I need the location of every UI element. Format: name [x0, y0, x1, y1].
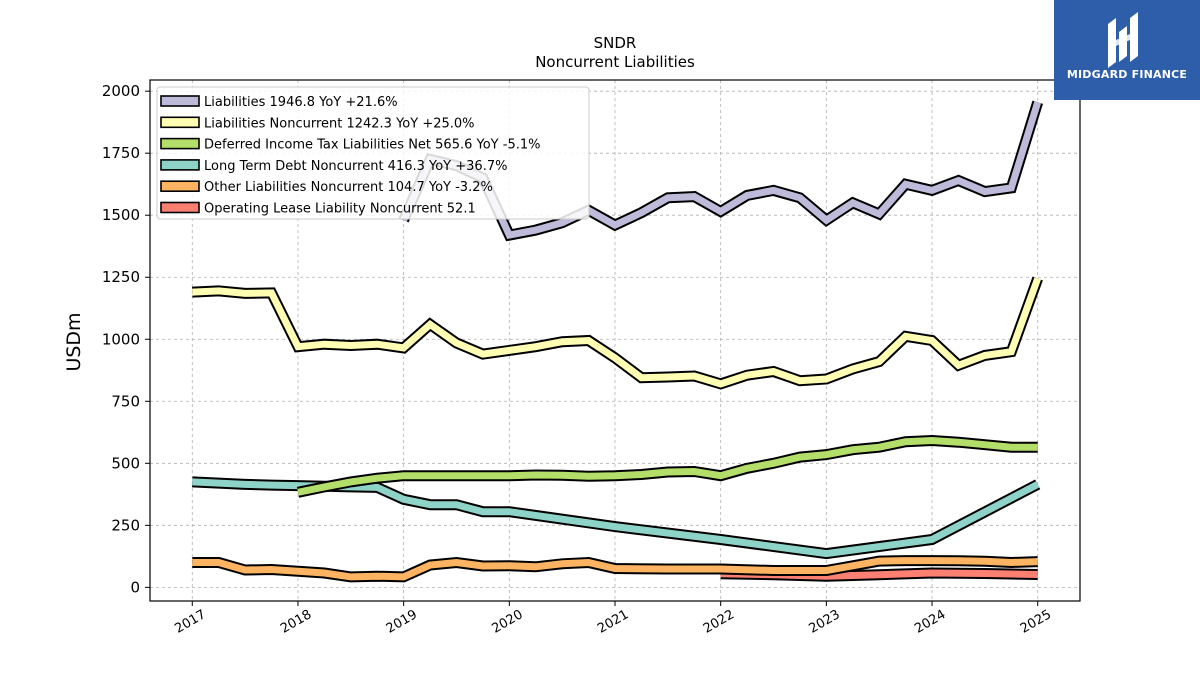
- legend-item: Operating Lease Liability Noncurrent 52.…: [160, 201, 476, 217]
- legend-swatch: [160, 180, 200, 192]
- x-tick-label: 2025: [1018, 607, 1054, 637]
- legend-item: Deferred Income Tax Liabilities Net 565.…: [160, 137, 540, 153]
- x-tick-label: 2019: [384, 607, 420, 637]
- series-deferred-income-tax-liabilities-net: [296, 434, 1038, 498]
- series-line: [400, 101, 1042, 240]
- x-tick-label: 2017: [172, 607, 208, 637]
- series-line: [297, 436, 1038, 496]
- legend-item: Long Term Debt Noncurrent 416.3 YoY +36.…: [160, 159, 507, 174]
- legend-swatch: [160, 159, 200, 171]
- x-tick-label: 2024: [912, 607, 948, 637]
- legend: Liabilities 1946.8 YoY +21.6% Liabilities…: [156, 86, 590, 220]
- legend-swatch: [160, 116, 200, 129]
- legend-swatch: [160, 201, 200, 214]
- series-line: [192, 557, 1038, 581]
- series-long-term-debt-noncurrent: [192, 476, 1041, 560]
- x-tick-label: 2022: [701, 607, 737, 637]
- x-tick-label: 2021: [595, 607, 631, 637]
- legend-label: Liabilities 1946.8 YoY +21.6%: [204, 95, 398, 110]
- y-tick-label: 1000: [102, 330, 140, 348]
- legend-label: Liabilities Noncurrent 1242.3 YoY +25.0%: [204, 116, 475, 131]
- y-tick-label: 2000: [102, 82, 140, 100]
- legend-label: Other Liabilities Noncurrent 104.7 YoY -…: [204, 180, 493, 195]
- y-tick-label: 1250: [102, 268, 140, 286]
- chart-title: SNDR: [594, 34, 637, 52]
- y-tick-label: 500: [111, 454, 140, 472]
- x-tick-label: 2023: [807, 607, 843, 637]
- series-lines: [192, 100, 1043, 583]
- legend-box: [156, 86, 590, 220]
- x-tick-label: 2020: [489, 607, 525, 637]
- series-line: [192, 277, 1041, 388]
- legend-item: Liabilities Noncurrent 1242.3 YoY +25.0%: [160, 116, 475, 131]
- series-outline: [296, 434, 1038, 498]
- series-other-liabilities-noncurrent: [192, 555, 1038, 583]
- legend-swatch: [160, 95, 200, 107]
- x-tick-label: 2018: [278, 607, 314, 637]
- y-axis-label: USDm: [63, 312, 85, 371]
- series-liabilities: [398, 100, 1043, 242]
- y-tick-label: 750: [111, 392, 140, 410]
- legend-item: Other Liabilities Noncurrent 104.7 YoY -…: [160, 180, 493, 195]
- y-tick-label: 0: [130, 578, 140, 596]
- legend-item: Liabilities 1946.8 YoY +21.6%: [160, 95, 398, 110]
- chart-subtitle: Noncurrent Liabilities: [535, 53, 695, 71]
- y-tick-label: 250: [111, 516, 140, 534]
- y-tick-label: 1500: [102, 206, 140, 224]
- legend-label: Long Term Debt Noncurrent 416.3 YoY +36.…: [204, 159, 507, 174]
- series-liabilities-noncurrent: [192, 276, 1043, 390]
- legend-swatch: [160, 137, 200, 150]
- y-tick-label: 1750: [102, 144, 140, 162]
- logo-text: MIDGARD FINANCE: [1066, 68, 1188, 81]
- brand-logo: MIDGARD FINANCE: [1054, 0, 1200, 100]
- legend-label: Deferred Income Tax Liabilities Net 565.…: [204, 138, 540, 153]
- series-line: [192, 478, 1040, 558]
- legend-label: Operating Lease Liability Noncurrent 52.…: [204, 202, 476, 217]
- logo-mark-icon: [1108, 12, 1138, 68]
